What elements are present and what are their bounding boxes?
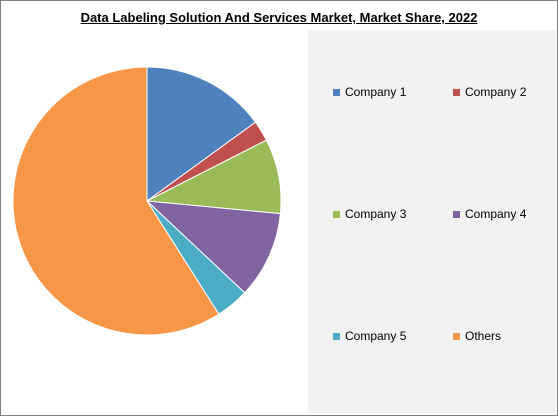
- legend-label-company-1: Company 1: [345, 85, 407, 99]
- legend-item-company-4: Company 4: [453, 207, 526, 221]
- legend-item-company-2: Company 2: [453, 85, 526, 99]
- legend-label-company-4: Company 4: [465, 207, 527, 221]
- legend-swatch-company-4: [453, 210, 460, 218]
- legend-item-company-3: Company 3: [333, 207, 406, 221]
- legend-label-company-2: Company 2: [465, 85, 527, 99]
- legend-item-others: Others: [453, 329, 501, 343]
- chart-title: Data Labeling Solution And Services Mark…: [80, 10, 478, 25]
- legend-swatch-company-1: [333, 88, 340, 96]
- legend-item-company-1: Company 1: [333, 85, 406, 99]
- legend-item-company-5: Company 5: [333, 329, 406, 343]
- legend-label-company-3: Company 3: [345, 207, 407, 221]
- legend: Company 1 Company 2 Company 3 Company 4 …: [308, 30, 556, 413]
- pie-slice-company-1: [146, 66, 257, 202]
- pie-slice-others: [12, 66, 220, 336]
- pie-slice-company-4: [145, 200, 281, 294]
- legend-swatch-company-5: [333, 332, 340, 340]
- legend-swatch-others: [453, 332, 460, 340]
- legend-label-others: Others: [465, 329, 502, 343]
- legend-label-company-5: Company 5: [345, 329, 407, 343]
- legend-swatch-company-3: [333, 210, 340, 218]
- legend-swatch-company-2: [453, 88, 460, 96]
